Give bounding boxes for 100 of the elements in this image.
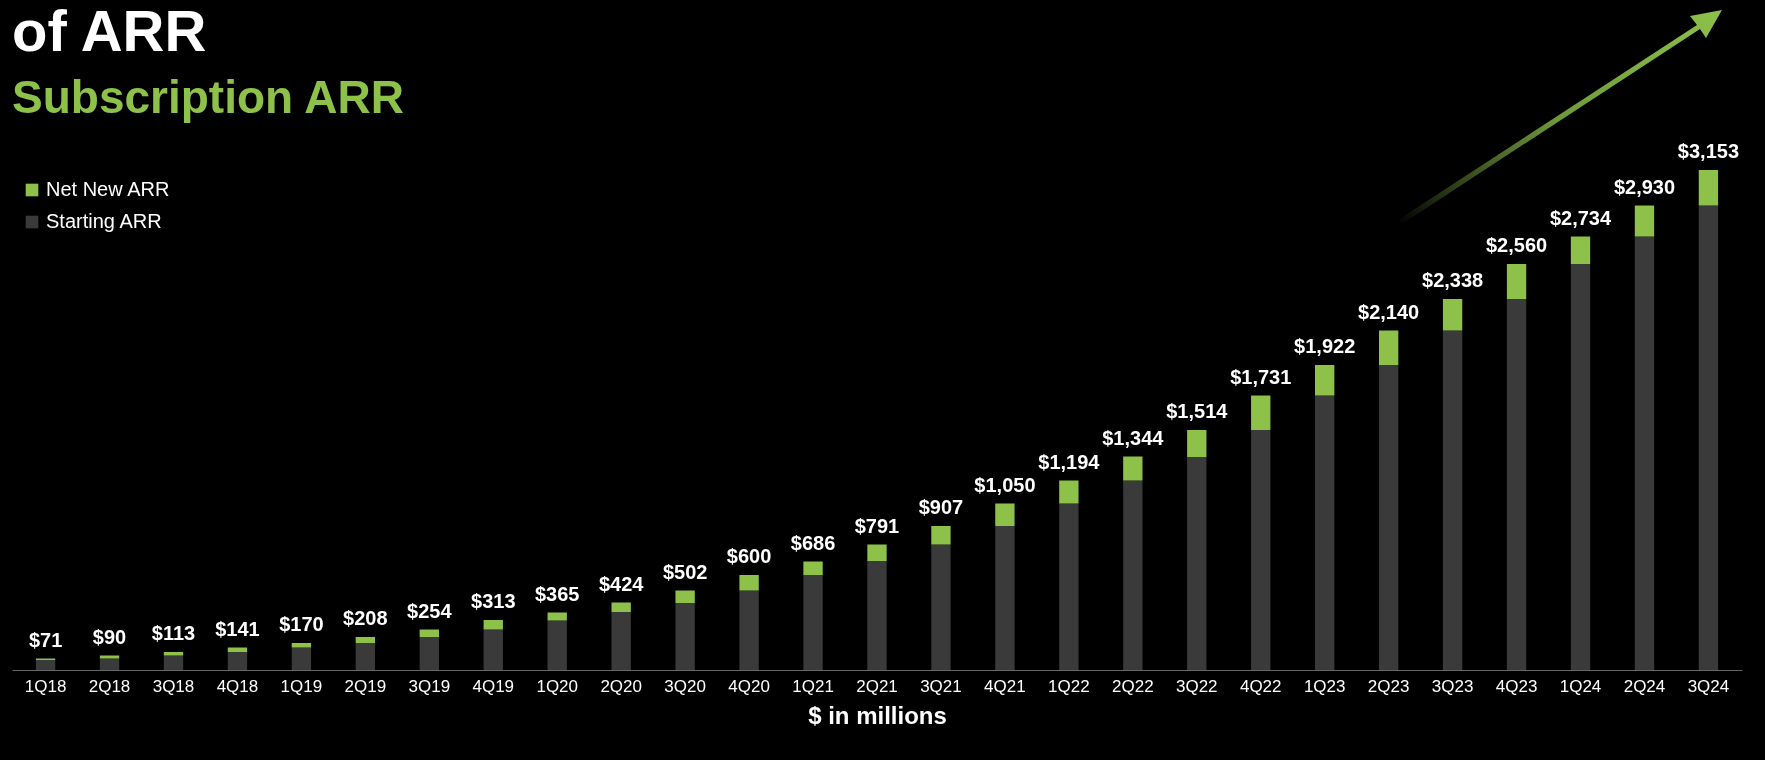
- x-tick-label: 4Q23: [1495, 676, 1538, 696]
- bar: [867, 561, 887, 670]
- bar: [483, 629, 503, 670]
- bar: [739, 575, 759, 591]
- bar: [1251, 395, 1271, 430]
- bar: [1378, 330, 1399, 365]
- bar: [291, 643, 312, 648]
- bar: [355, 643, 376, 670]
- annotation: $2,560: [1485, 234, 1548, 256]
- x-tick-label: 4Q22: [1239, 676, 1282, 696]
- legend-label: Net New ARR: [46, 178, 170, 200]
- annotation: $907: [918, 496, 964, 518]
- x-tick-label: 3Q19: [408, 676, 451, 696]
- x-tick-label: 1Q20: [536, 676, 579, 696]
- chart-title: of ARR: [12, 0, 207, 63]
- x-tick-label: 4Q20: [728, 676, 770, 696]
- bar: [611, 612, 631, 670]
- x-tick-label: 3Q23: [1431, 676, 1474, 696]
- x-tick-label: 3Q21: [920, 676, 962, 696]
- bar: [227, 652, 248, 670]
- x-tick-label: 3Q24: [1687, 676, 1730, 696]
- annotation: $600: [726, 545, 772, 567]
- bar: [1442, 299, 1463, 331]
- bar: [163, 652, 184, 656]
- annotation: $502: [662, 560, 708, 583]
- x-tick-label: 3Q18: [152, 676, 195, 696]
- bar: [419, 637, 439, 670]
- bar: [803, 561, 823, 575]
- bar: [867, 544, 887, 561]
- annotation: $2,930: [1613, 175, 1676, 198]
- annotation: $791: [854, 514, 900, 537]
- bar: [1315, 395, 1335, 670]
- bar: [1123, 456, 1143, 481]
- x-tick-label: 1Q24: [1559, 676, 1602, 696]
- annotation: $686: [790, 531, 836, 554]
- bar: [1315, 365, 1335, 396]
- x-axis-title: $ in millions: [808, 701, 947, 729]
- bar: [1187, 430, 1207, 457]
- annotation: $71: [28, 628, 63, 651]
- bar: [931, 544, 951, 670]
- annotation: $113: [151, 622, 196, 644]
- x-tick-label: 2Q21: [856, 676, 898, 696]
- chart-subtitle: Subscription ARR: [12, 71, 404, 123]
- x-tick-label: 4Q18: [216, 676, 259, 696]
- annotation: $1,731: [1230, 365, 1292, 388]
- x-tick-label: 1Q23: [1303, 676, 1346, 696]
- x-tick-label: 2Q22: [1112, 676, 1154, 696]
- legend-label: Starting ARR: [46, 210, 162, 232]
- annotation: $365: [534, 582, 580, 605]
- bar: [739, 590, 759, 670]
- bar: [1570, 236, 1591, 264]
- bar: [1698, 205, 1719, 670]
- bar: [995, 526, 1015, 670]
- bar: [995, 503, 1015, 526]
- bar: [1634, 236, 1655, 670]
- bar: [355, 637, 376, 643]
- bar: [99, 655, 120, 659]
- x-tick-label: 2Q20: [600, 676, 642, 696]
- bar: [1634, 205, 1655, 237]
- x-tick-label: 1Q18: [24, 676, 67, 696]
- annotation: $313: [471, 590, 516, 612]
- annotation: $1,514: [1166, 400, 1229, 422]
- x-tick-label: 2Q24: [1623, 676, 1666, 696]
- x-tick-label: 1Q19: [280, 676, 323, 696]
- bar: [931, 526, 951, 545]
- annotation: $2,338: [1422, 269, 1484, 291]
- bar: [1059, 480, 1079, 504]
- annotation: $1,050: [974, 473, 1036, 496]
- bar: [1698, 170, 1719, 206]
- annotation: $254: [407, 599, 453, 622]
- bar: [1187, 457, 1207, 670]
- x-tick-label: 3Q20: [664, 676, 706, 696]
- annotation: $1,344: [1102, 426, 1165, 449]
- bar: [611, 602, 631, 612]
- bar: [675, 590, 695, 603]
- x-tick-label: 3Q22: [1175, 676, 1218, 696]
- bar: [1506, 299, 1527, 670]
- x-tick-label: 1Q22: [1048, 676, 1090, 696]
- bar: [803, 575, 823, 670]
- bar: [547, 612, 567, 621]
- x-tick-label: 1Q21: [792, 676, 834, 696]
- annotation: $1,922: [1294, 335, 1356, 357]
- bar: [1570, 264, 1591, 670]
- bar: [1506, 264, 1527, 299]
- x-tick-label: 2Q23: [1367, 676, 1410, 696]
- x-tick-label: 2Q18: [88, 676, 131, 696]
- bar: [419, 629, 439, 637]
- annotation: $208: [343, 607, 388, 629]
- annotation: $2,734: [1549, 206, 1612, 229]
- bar: [163, 655, 184, 670]
- bar: [1378, 365, 1399, 670]
- x-tick-label: 4Q21: [984, 676, 1026, 696]
- annotation: $3,153: [1677, 140, 1740, 162]
- bar: [675, 603, 695, 670]
- bar: [35, 660, 56, 670]
- annotation: $90: [92, 625, 127, 648]
- bar: [1059, 503, 1079, 670]
- bar: [1123, 480, 1143, 670]
- bar: [291, 647, 312, 670]
- annotation: $141: [215, 617, 260, 640]
